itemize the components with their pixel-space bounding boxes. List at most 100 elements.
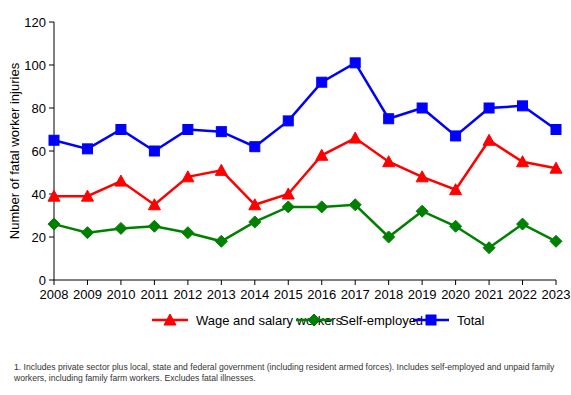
y-tick-label: 20	[32, 230, 46, 245]
data-point	[148, 220, 160, 232]
data-point	[49, 135, 59, 145]
y-tick-label: 120	[24, 15, 46, 30]
y-tick-label: 40	[32, 187, 46, 202]
data-point	[249, 199, 261, 210]
data-point	[384, 114, 394, 124]
legend-item: Total	[413, 313, 485, 328]
data-point	[115, 175, 127, 186]
x-tick	[489, 280, 490, 285]
data-point	[551, 125, 561, 135]
data-point	[349, 199, 361, 211]
y-tick-label: 80	[32, 101, 46, 116]
x-tick	[154, 280, 155, 285]
legend-marker	[308, 314, 320, 326]
x-tick	[455, 280, 456, 285]
x-tick-label: 2020	[441, 287, 470, 302]
data-point	[216, 127, 226, 137]
data-point	[182, 171, 194, 182]
x-tick	[388, 280, 389, 285]
data-point	[215, 235, 227, 247]
y-tick-label: 100	[24, 58, 46, 73]
data-point	[383, 231, 395, 243]
data-point	[349, 132, 361, 143]
x-tick-label: 2017	[341, 287, 370, 302]
data-point	[182, 227, 194, 239]
data-point	[383, 156, 395, 167]
data-point	[450, 220, 462, 232]
series-line	[54, 63, 556, 151]
data-point	[215, 164, 227, 175]
data-point	[316, 201, 328, 213]
data-point	[282, 201, 294, 213]
data-point	[115, 222, 127, 234]
x-tick	[54, 280, 55, 285]
data-point	[148, 199, 160, 210]
x-tick	[321, 280, 322, 285]
x-tick-label: 2015	[274, 287, 303, 302]
data-point	[316, 149, 328, 160]
x-tick	[556, 280, 557, 285]
series-line	[54, 205, 556, 248]
x-tick-label: 2008	[40, 287, 69, 302]
x-tick-label: 2019	[408, 287, 437, 302]
data-point	[183, 125, 193, 135]
data-point	[550, 235, 562, 247]
x-tick	[254, 280, 255, 285]
x-tick	[120, 280, 121, 285]
data-point	[416, 171, 428, 182]
data-point	[317, 77, 327, 87]
y-axis	[54, 22, 55, 280]
data-point	[149, 146, 159, 156]
data-point	[48, 218, 60, 230]
data-point	[451, 131, 461, 141]
x-tick-label: 2014	[240, 287, 269, 302]
data-point	[417, 103, 427, 113]
data-point	[416, 205, 428, 217]
x-tick-label: 2013	[207, 287, 236, 302]
data-point	[483, 134, 495, 145]
y-tick	[49, 151, 54, 152]
chart: 0204060801001202008200920102011201220132…	[0, 0, 571, 395]
x-tick-label: 2022	[508, 287, 537, 302]
x-axis	[54, 280, 556, 281]
data-point	[82, 144, 92, 154]
footnote: 1. Includes private sector plus local, s…	[14, 362, 562, 384]
x-tick	[422, 280, 423, 285]
y-tick	[49, 108, 54, 109]
data-point	[81, 227, 93, 239]
data-point	[116, 125, 126, 135]
legend-label: Total	[457, 313, 485, 328]
x-tick-label: 2011	[140, 287, 168, 302]
y-tick	[49, 280, 54, 281]
y-tick	[49, 22, 54, 23]
y-tick	[49, 237, 54, 238]
y-axis-label: Number of fatal worker injuries	[7, 62, 22, 239]
y-tick-label: 60	[32, 144, 46, 159]
y-tick	[49, 65, 54, 66]
y-tick-label: 0	[39, 273, 46, 288]
data-point	[550, 162, 562, 173]
data-point	[450, 184, 462, 195]
x-tick-label: 2018	[374, 287, 403, 302]
legend-marker	[426, 315, 436, 325]
legend-item: Wage and salary workers	[152, 313, 343, 328]
x-tick	[87, 280, 88, 285]
data-point	[350, 58, 360, 68]
x-tick	[522, 280, 523, 285]
x-tick	[355, 280, 356, 285]
legend-label: Self-employed	[340, 313, 423, 328]
data-point	[517, 156, 529, 167]
legend-item: Self-employed	[296, 313, 423, 328]
data-point	[282, 188, 294, 199]
data-point	[517, 218, 529, 230]
data-point	[249, 216, 261, 228]
series-line	[54, 138, 556, 205]
x-tick	[187, 280, 188, 285]
x-tick-label: 2009	[73, 287, 102, 302]
x-tick-label: 2012	[173, 287, 202, 302]
data-point	[48, 190, 60, 201]
plot-area	[48, 58, 562, 254]
x-tick-label: 2021	[475, 287, 504, 302]
data-point	[483, 242, 495, 254]
x-tick-label: 2016	[307, 287, 336, 302]
